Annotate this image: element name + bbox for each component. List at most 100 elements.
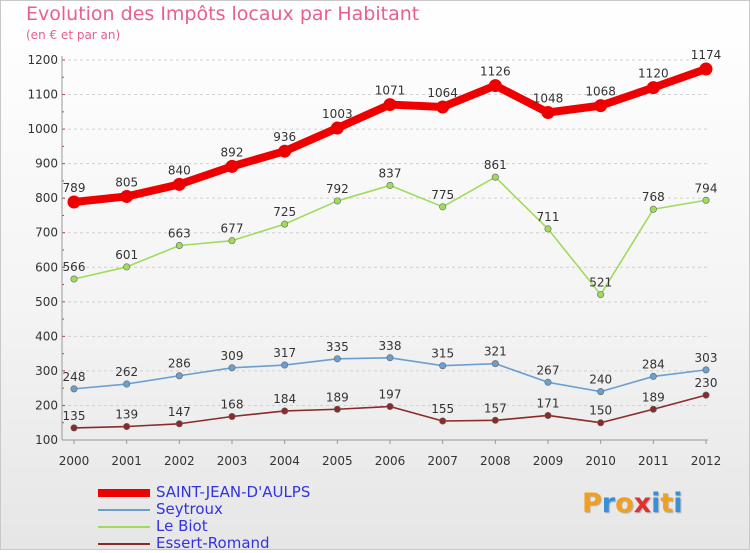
- data-label: 184: [273, 392, 296, 406]
- y-tick-label: 600: [35, 260, 58, 274]
- y-tick-label: 300: [35, 364, 58, 378]
- data-label: 267: [537, 363, 560, 377]
- data-label: 892: [221, 145, 244, 159]
- legend-label: Essert-Romand: [156, 534, 270, 552]
- data-point: [646, 81, 660, 95]
- x-tick-label: 2004: [269, 454, 300, 468]
- y-tick-label: 800: [35, 191, 58, 205]
- data-label: 1048: [533, 92, 564, 106]
- data-point: [175, 420, 183, 428]
- data-label: 248: [63, 370, 86, 384]
- y-tick-label: 400: [35, 329, 58, 343]
- data-point: [67, 195, 81, 209]
- data-point: [333, 355, 341, 363]
- data-label: 1003: [322, 107, 353, 121]
- legend-swatch: [98, 489, 150, 497]
- data-label: 284: [642, 357, 665, 371]
- legend-swatch: [98, 509, 150, 511]
- y-tick-label: 1100: [27, 88, 58, 102]
- data-point: [649, 205, 657, 213]
- y-tick-label: 200: [35, 398, 58, 412]
- data-point: [436, 100, 450, 114]
- x-tick-label: 2006: [375, 454, 406, 468]
- data-label: 837: [379, 166, 402, 180]
- data-label: 794: [695, 181, 718, 195]
- data-point: [544, 225, 552, 233]
- data-point: [123, 380, 131, 388]
- legend-swatch: [98, 543, 150, 545]
- data-point: [281, 361, 289, 369]
- data-label: 189: [642, 390, 665, 404]
- data-point: [488, 79, 502, 93]
- data-point: [699, 62, 713, 76]
- x-tick-label: 2007: [427, 454, 458, 468]
- data-point: [439, 203, 447, 211]
- data-point: [544, 378, 552, 386]
- data-label: 601: [115, 248, 138, 262]
- data-point: [330, 121, 344, 135]
- legend-label: Seytroux: [156, 500, 223, 518]
- data-point: [597, 419, 605, 427]
- data-label: 171: [537, 396, 560, 410]
- data-label: 135: [63, 409, 86, 423]
- data-label: 262: [115, 365, 138, 379]
- data-label: 286: [168, 357, 191, 371]
- data-label: 805: [115, 175, 138, 189]
- data-label: 147: [168, 405, 191, 419]
- y-tick-label: 1200: [27, 53, 58, 67]
- data-point: [544, 411, 552, 419]
- x-tick-label: 2009: [533, 454, 564, 468]
- data-point: [491, 360, 499, 368]
- x-tick-label: 2001: [111, 454, 142, 468]
- data-label: 677: [221, 222, 244, 236]
- chart-title: Evolution des Impôts locaux par Habitant: [26, 3, 420, 25]
- data-label: 768: [642, 190, 665, 204]
- data-point: [333, 405, 341, 413]
- data-label: 303: [695, 351, 718, 365]
- data-point: [281, 407, 289, 415]
- y-tick-label: 500: [35, 295, 58, 309]
- data-point: [70, 385, 78, 393]
- data-point: [70, 275, 78, 283]
- x-tick-label: 2002: [164, 454, 195, 468]
- data-label: 1071: [375, 84, 406, 98]
- data-point: [120, 189, 134, 203]
- data-label: 168: [221, 398, 244, 412]
- y-tick-label: 900: [35, 157, 58, 171]
- data-point: [439, 362, 447, 370]
- data-point: [175, 372, 183, 380]
- data-label: 155: [431, 402, 454, 416]
- data-point: [123, 263, 131, 271]
- data-label: 230: [695, 376, 718, 390]
- data-label: 189: [326, 390, 349, 404]
- data-label: 197: [379, 387, 402, 401]
- y-tick-label: 100: [35, 433, 58, 447]
- data-point: [228, 237, 236, 245]
- data-point: [594, 99, 608, 113]
- y-tick-label: 1000: [27, 122, 58, 136]
- data-label: 321: [484, 345, 507, 359]
- data-point: [172, 177, 186, 191]
- y-tick-label: 700: [35, 226, 58, 240]
- data-point: [278, 144, 292, 158]
- data-label: 157: [484, 401, 507, 415]
- data-point: [491, 173, 499, 181]
- data-label: 792: [326, 182, 349, 196]
- data-label: 840: [168, 163, 191, 177]
- data-label: 1120: [638, 67, 669, 81]
- chart-subtitle: (en € et par an): [26, 28, 121, 42]
- data-label: 317: [273, 346, 296, 360]
- data-label: 521: [589, 276, 612, 290]
- data-label: 240: [589, 373, 612, 387]
- data-label: 1064: [427, 86, 458, 100]
- data-point: [333, 197, 341, 205]
- data-label: 789: [63, 181, 86, 195]
- data-point: [597, 291, 605, 299]
- x-tick-label: 2010: [585, 454, 616, 468]
- data-label: 335: [326, 340, 349, 354]
- data-point: [702, 196, 710, 204]
- data-label: 1068: [585, 85, 616, 99]
- x-tick-label: 2000: [59, 454, 90, 468]
